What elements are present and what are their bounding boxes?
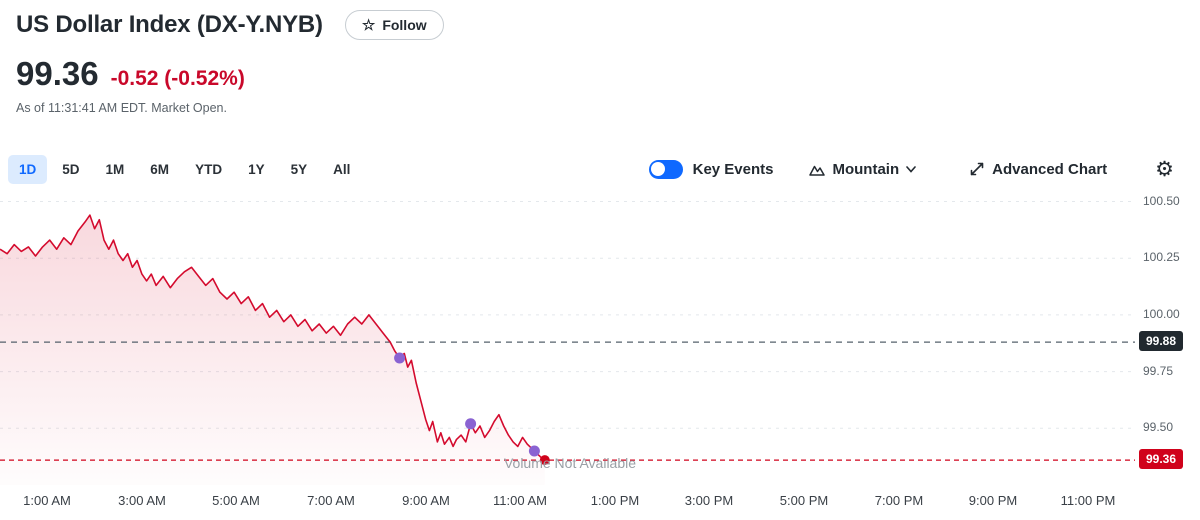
price-area (0, 215, 545, 485)
mountain-icon (809, 165, 826, 176)
x-axis-labels: 1:00 AM 3:00 AM 5:00 AM 7:00 AM 9:00 AM 11:00… (0, 493, 1135, 513)
x-axis-label: 11:00 AM (493, 493, 547, 508)
key-event-dot[interactable] (465, 418, 477, 430)
price-marker-red-badge: 99.36 (1139, 449, 1184, 469)
range-tab-1y[interactable]: 1Y (237, 155, 276, 184)
x-axis-label: 1:00 AM (23, 493, 71, 508)
chart-controls: Key Events Mountain Advanced Chart ⚙ (648, 157, 1174, 181)
as-of-text: As of 11:31:41 AM EDT. Market Open. (16, 101, 227, 115)
toggle-knob (651, 162, 666, 176)
chevron-down-icon (906, 165, 916, 173)
expand-arrows-icon (970, 162, 984, 176)
x-axis-label: 3:00 PM (684, 493, 734, 508)
range-tab-5d[interactable]: 5D (51, 155, 90, 184)
x-axis-label: 7:00 PM (874, 493, 924, 508)
advanced-chart-label: Advanced Chart (992, 160, 1108, 178)
follow-button[interactable]: ☆ Follow (344, 10, 444, 40)
chart-toolbar: 1D 5D 1M 6M YTD 1Y 5Y All Key Events Mou… (0, 150, 1200, 188)
range-tab-1m[interactable]: 1M (95, 155, 136, 184)
star-icon: ☆ (361, 16, 376, 34)
range-tab-ytd[interactable]: YTD (184, 155, 233, 184)
range-tab-6m[interactable]: 6M (139, 155, 180, 184)
y-axis-label: 99.50 (1143, 420, 1174, 434)
x-axis-label: 7:00 AM (307, 493, 355, 508)
advanced-chart-button[interactable]: Advanced Chart (970, 161, 1107, 178)
chart-type-dropdown[interactable]: Mountain (809, 161, 916, 178)
y-axis-labels: 100.50 100.25 100.00 99.88 99.75 99.50 99.36 (1138, 194, 1200, 485)
x-axis-label: 1:00 PM (590, 493, 640, 508)
x-axis-label: 3:00 AM (118, 493, 166, 508)
y-axis-label: 100.00 (1143, 307, 1180, 321)
last-price-dot (539, 455, 550, 466)
x-axis-label: 9:00 AM (402, 493, 450, 508)
volume-note: Volume Not Available (503, 455, 637, 471)
key-events-toggle[interactable] (648, 159, 683, 179)
range-tabs: 1D 5D 1M 6M YTD 1Y 5Y All (8, 154, 361, 184)
chart-type-label: Mountain (832, 160, 900, 178)
price-row: 99.36 -0.52 (-0.52%) (0, 55, 1200, 93)
follow-label: Follow (382, 17, 427, 33)
page-title: US Dollar Index (DX-Y.NYB) (16, 11, 323, 38)
x-axis-label: 9:00 PM (968, 493, 1018, 508)
key-event-dot[interactable] (394, 352, 406, 364)
range-tab-all[interactable]: All (322, 155, 361, 184)
x-axis-label: 5:00 PM (779, 493, 829, 508)
key-events-label: Key Events (692, 160, 774, 178)
current-price: 99.36 (16, 55, 99, 92)
range-tab-5y[interactable]: 5Y (280, 155, 319, 184)
x-axis-label: 5:00 AM (212, 493, 260, 508)
key-event-dot[interactable] (528, 445, 540, 457)
range-tab-1d[interactable]: 1D (8, 154, 48, 184)
y-axis-label: 99.75 (1143, 364, 1174, 378)
y-axis-label: 100.25 (1143, 250, 1180, 264)
settings-gear-icon[interactable]: ⚙ (1155, 157, 1174, 181)
chart-canvas[interactable] (0, 197, 1135, 485)
price-marker-dark-badge: 99.88 (1139, 331, 1184, 351)
title-row: US Dollar Index (DX-Y.NYB) ☆ Follow (0, 0, 1200, 40)
price-change: -0.52 (-0.52%) (110, 67, 245, 90)
y-axis-label: 100.50 (1143, 194, 1180, 208)
price-chart[interactable]: 100.50 100.25 100.00 99.88 99.75 99.50 99.36 1… (0, 194, 1200, 517)
x-axis-label: 11:00 PM (1060, 493, 1116, 508)
